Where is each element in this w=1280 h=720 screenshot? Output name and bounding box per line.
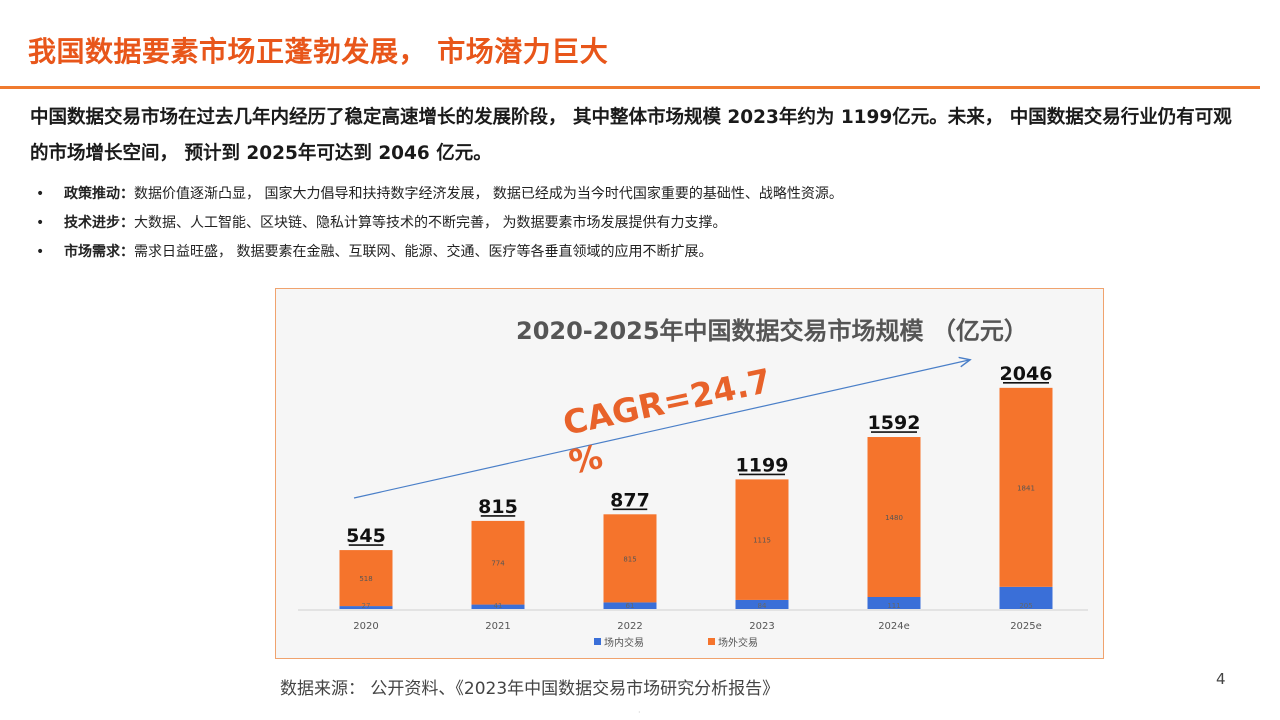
bar-inside-2020 xyxy=(339,606,393,609)
driver-label: 技术进步： xyxy=(64,215,134,231)
bar-outside-2022 xyxy=(603,514,657,603)
data-label-inside: 61 xyxy=(626,602,635,610)
cagr-trend-arrow xyxy=(353,360,969,499)
data-label-outside: 518 xyxy=(359,575,372,583)
data-source-note: 数据来源： 公开资料、《2023年中国数据交易市场研究分析报告》 xyxy=(280,679,780,699)
bar-outside-2020 xyxy=(339,550,393,607)
driver-label: 市场需求： xyxy=(64,244,134,260)
driver-item-technology: • 技术进步：大数据、人工智能、区块链、隐私计算等技术的不断完善， 为数据要素市… xyxy=(36,212,1236,241)
data-label-outside: 1841 xyxy=(1017,484,1035,492)
driver-text: 需求日益旺盛， 数据要素在金融、互联网、能源、交通、医疗等各垂直领域的应用不断扩… xyxy=(134,244,713,260)
driver-text: 大数据、人工智能、区块链、隐私计算等技术的不断完善， 为数据要素市场发展提供有力… xyxy=(134,215,727,231)
footer-mark: · xyxy=(638,708,641,717)
legend-swatch xyxy=(708,638,715,645)
driver-list: • 政策推动：数据价值逐渐凸显， 国家大力倡导和扶持数字经济发展， 数据已经成为… xyxy=(36,183,1236,270)
x-tick-label: 2021 xyxy=(485,621,510,632)
driver-item-demand: • 市场需求：需求日益旺盛， 数据要素在金融、互联网、能源、交通、医疗等各垂直领… xyxy=(36,241,1236,270)
summary-paragraph: 中国数据交易市场在过去几年内经历了稳定高速增长的发展阶段， 其中整体市场规模 2… xyxy=(30,107,1232,164)
total-label: 1199 xyxy=(736,454,789,476)
cagr-annotation: CAGR=24.7 xyxy=(560,361,775,443)
page-number: 4 xyxy=(1216,670,1226,688)
data-label-inside: 84 xyxy=(758,602,767,610)
data-label-outside: 1115 xyxy=(753,537,771,545)
page-title: 我国数据要素市场正蓬勃发展， 市场潜力巨大 xyxy=(28,35,609,68)
bar-inside-2023 xyxy=(735,599,789,609)
bar-inside-2025e xyxy=(999,586,1053,609)
bar-outside-2024e xyxy=(867,437,921,598)
x-tick-label: 2025e xyxy=(1010,621,1042,632)
legend-label: 场内交易 xyxy=(604,636,644,649)
data-label-outside: 774 xyxy=(491,560,505,568)
driver-item-policy: • 政策推动：数据价值逐渐凸显， 国家大力倡导和扶持数字经济发展， 数据已经成为… xyxy=(36,183,1236,212)
chart-title: 2020-2025年中国数据交易市场规模 （亿元） xyxy=(516,317,1028,345)
data-label-inside: 111 xyxy=(887,602,900,610)
bullet-icon: • xyxy=(36,244,45,260)
data-label-inside: 205 xyxy=(1019,602,1032,610)
cagr-annotation-percent: % xyxy=(566,437,606,482)
bullet-icon: • xyxy=(36,215,45,231)
driver-label: 政策推动： xyxy=(64,186,134,202)
bullet-icon: • xyxy=(36,186,45,202)
total-label: 877 xyxy=(610,489,650,511)
data-label-inside: 41 xyxy=(494,602,503,610)
total-label: 545 xyxy=(346,525,386,547)
bar-outside-2025e xyxy=(999,387,1053,587)
driver-text: 数据价值逐渐凸显， 国家大力倡导和扶持数字经济发展， 数据已经成为当今时代国家重… xyxy=(134,186,843,202)
title-divider xyxy=(0,86,1260,89)
legend-swatch xyxy=(594,638,601,645)
bar-inside-2024e xyxy=(867,597,921,609)
bar-outside-2021 xyxy=(471,520,525,605)
legend-label: 场外交易 xyxy=(718,636,758,649)
total-label: 1592 xyxy=(868,412,921,434)
x-tick-label: 2023 xyxy=(749,621,774,632)
data-label-outside: 1480 xyxy=(885,514,903,522)
data-label-outside: 815 xyxy=(623,555,636,563)
bar-outside-2023 xyxy=(735,479,789,600)
chart-canvas: 2020-2025年中国数据交易市场规模 （亿元） 27 518 545 2020 41 7… xyxy=(298,317,1088,649)
total-label: 2046 xyxy=(1000,363,1053,385)
x-tick-label: 2022 xyxy=(617,621,642,632)
bar-inside-2022 xyxy=(603,602,657,609)
total-label: 815 xyxy=(478,496,518,518)
market-size-chart: 2020-2025年中国数据交易市场规模 （亿元） 27 518 545 2020 41 7… xyxy=(275,288,1104,659)
bar-inside-2021 xyxy=(471,604,525,609)
data-label-inside: 27 xyxy=(362,602,371,610)
x-tick-label: 2020 xyxy=(353,621,378,632)
x-tick-label: 2024e xyxy=(878,621,910,632)
